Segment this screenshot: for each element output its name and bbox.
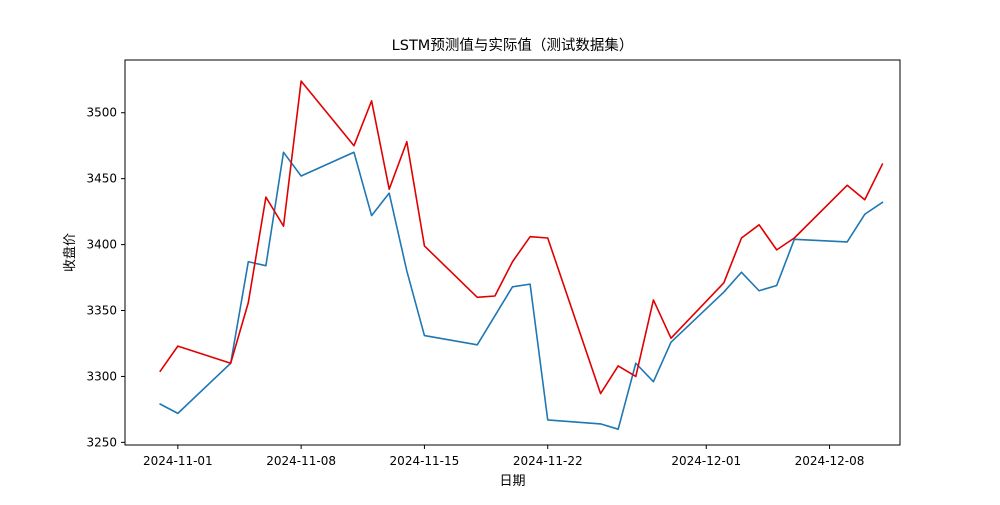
x-tick-label: 2024-11-01 (143, 454, 213, 468)
series-line-2 (159, 80, 884, 395)
y-tick-label: 3350 (86, 304, 117, 318)
chart-title: LSTM预测值与实际值（测试数据集） (392, 37, 634, 54)
x-axis: 2024-11-01 2024-11-08 2024-11-15 2024-11-22… (143, 445, 864, 468)
y-axis-label: 收盘价 (62, 233, 78, 272)
y-axis: 3250 3300 3350 3400 3450 3500 (86, 106, 125, 449)
y-tick-label: 3500 (86, 106, 117, 120)
series-layer (159, 80, 884, 430)
y-tick-label: 3450 (86, 172, 117, 186)
y-tick-label: 3250 (86, 435, 117, 449)
y-tick-label: 3400 (86, 238, 117, 252)
series-line-1 (159, 151, 884, 430)
x-axis-label: 日期 (499, 474, 525, 489)
x-tick-label: 2024-11-08 (266, 454, 336, 468)
x-tick-label: 2024-11-22 (513, 454, 583, 468)
x-tick-label: 2024-12-01 (671, 454, 741, 468)
y-tick-label: 3300 (86, 369, 117, 383)
x-tick-label: 2024-12-08 (795, 454, 865, 468)
x-tick-label: 2024-11-15 (390, 454, 460, 468)
plot-frame (124, 59, 901, 446)
